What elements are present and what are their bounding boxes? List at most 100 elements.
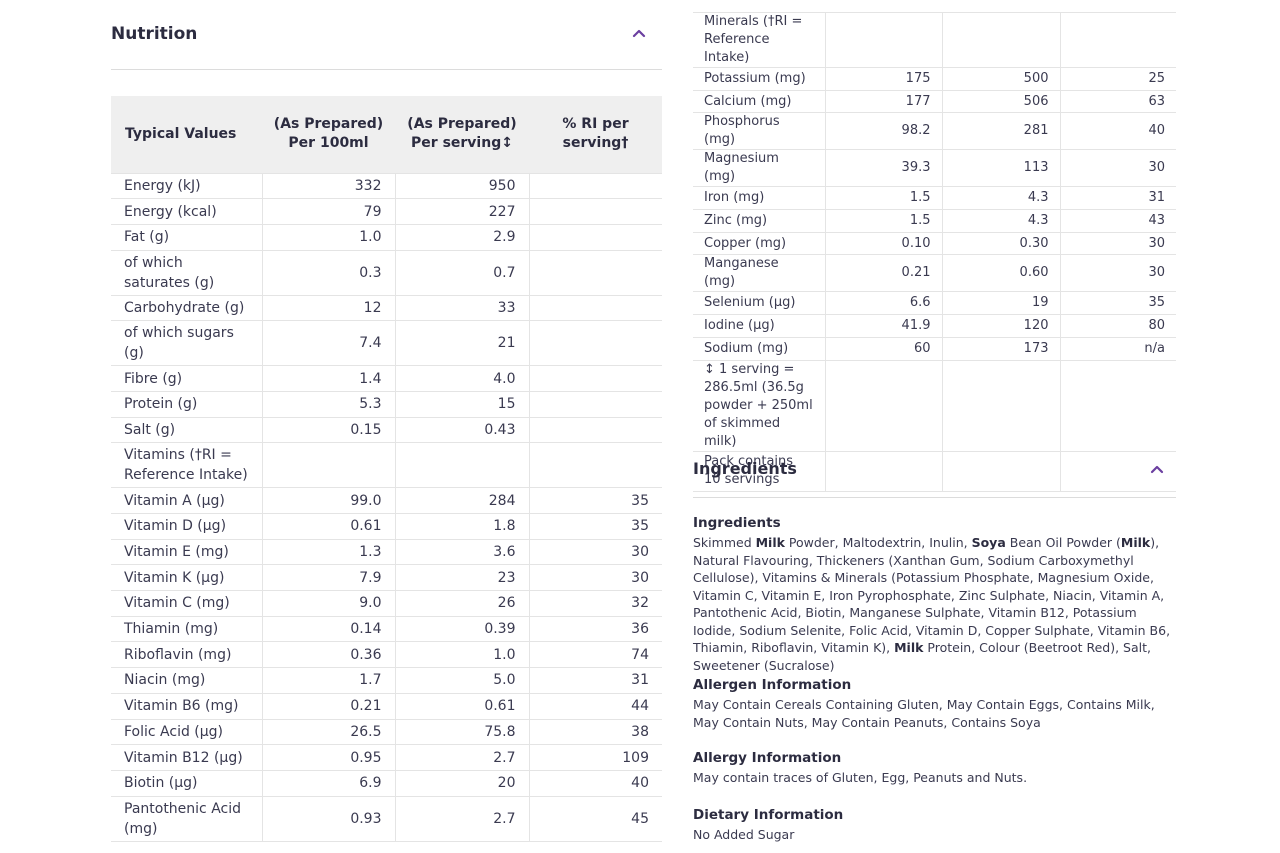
table-row: Fibre (g) 1.4 4.0 [111, 365, 662, 392]
ri-percent [528, 223, 662, 251]
value-per-100ml: 7.9 [261, 564, 396, 592]
table-row: Carbohydrate (g) 12 33 [111, 294, 662, 322]
ri-percent: 74 [528, 641, 662, 669]
ri-percent: 43 [1059, 209, 1176, 233]
value-per-100ml: 177 [824, 89, 943, 114]
ri-percent [528, 198, 662, 225]
table-row: Vitamin B12 (µg) 0.95 2.7 109 [111, 744, 662, 771]
value-per-serving: 75.8 [394, 718, 530, 746]
text-segment: No Added Sugar [693, 827, 795, 842]
value-per-100ml [824, 12, 943, 68]
nutrient-name: Riboflavin (mg) [111, 641, 263, 669]
table-row: Fat (g) 1.0 2.9 [111, 223, 662, 251]
nutrition-table: Typical Values (As Prepared) Per 100ml (A… [111, 96, 662, 842]
ri-percent: 80 [1059, 314, 1176, 338]
chevron-up-icon[interactable] [1148, 460, 1166, 478]
nutrient-name: Magnesium (mg) [693, 149, 826, 188]
column-header-per-100ml: (As Prepared) Per 100ml [262, 96, 395, 173]
value-per-serving: 5.0 [394, 667, 530, 694]
table-row: Zinc (mg) 1.5 4.3 43 [693, 209, 1176, 233]
value-per-100ml: 175 [824, 67, 943, 91]
chevron-up-icon[interactable] [630, 24, 648, 42]
ri-percent: 35 [528, 513, 662, 540]
value-per-serving: 2.7 [394, 795, 530, 842]
table-row: Copper (mg) 0.10 0.30 30 [693, 231, 1176, 256]
value-per-serving [941, 450, 1061, 492]
value-per-serving: 2.9 [394, 223, 530, 251]
table-row: Biotin (µg) 6.9 20 40 [111, 769, 662, 797]
value-per-serving: 950 [394, 172, 530, 200]
value-per-100ml: 1.5 [824, 209, 943, 233]
value-per-serving: 23 [394, 564, 530, 592]
value-per-100ml: 0.10 [824, 231, 943, 256]
table-row: Phosphorus (mg) 98.2 281 40 [693, 112, 1176, 151]
ingredients-header[interactable]: Ingredients [693, 438, 1176, 498]
table-row: Energy (kcal) 79 227 [111, 198, 662, 225]
table-row: Pantothenic Acid (mg) 0.93 2.7 45 [111, 795, 662, 842]
ri-percent: 109 [528, 744, 662, 771]
nutrient-name: Iron (mg) [693, 186, 826, 211]
value-per-100ml: 0.61 [261, 513, 396, 540]
allergen-highlight: Soya [971, 535, 1006, 550]
value-per-100ml: 26.5 [261, 718, 396, 746]
nutrient-name: of which saturates (g) [111, 249, 263, 296]
value-per-serving: 0.61 [394, 692, 530, 720]
nutrient-name: Vitamin B6 (mg) [111, 692, 263, 720]
value-per-100ml: 5.3 [261, 390, 396, 418]
value-per-serving [394, 442, 530, 489]
ingredients-section-title: Ingredients [693, 459, 797, 478]
ri-percent: n/a [1059, 336, 1176, 361]
value-per-serving: 0.39 [394, 615, 530, 643]
ri-percent [528, 390, 662, 418]
ri-percent: 30 [1059, 149, 1176, 188]
value-per-serving: 281 [941, 112, 1061, 151]
value-per-100ml [261, 442, 396, 489]
dietary-info-block: Dietary Information No Added Sugar [693, 806, 1176, 844]
value-per-serving: 500 [941, 67, 1061, 91]
value-per-serving: 0.7 [394, 249, 530, 296]
nutrient-name: Energy (kJ) [111, 172, 263, 200]
table-row: Protein (g) 5.3 15 [111, 390, 662, 418]
value-per-100ml: 41.9 [824, 314, 943, 338]
value-per-serving: 173 [941, 336, 1061, 361]
table-row: Potassium (mg) 175 500 25 [693, 67, 1176, 91]
nutrition-header[interactable]: Nutrition [111, 0, 662, 70]
nutrient-name: Protein (g) [111, 390, 263, 418]
table-row: Vitamin A (µg) 99.0 284 35 [111, 487, 662, 514]
nutrient-name: Energy (kcal) [111, 198, 263, 225]
ri-percent: 36 [528, 615, 662, 643]
table-row: Iron (mg) 1.5 4.3 31 [693, 186, 1176, 211]
ri-percent: 35 [528, 487, 662, 514]
allergen-info-block: Allergen Information May Contain Cereals… [693, 676, 1176, 731]
value-per-serving: 120 [941, 314, 1061, 338]
text-segment: May Contain Cereals Containing Gluten, M… [693, 697, 1155, 730]
value-per-serving [941, 12, 1061, 68]
ri-percent: 63 [1059, 89, 1176, 114]
ri-percent [528, 416, 662, 444]
nutrient-name: Vitamin B12 (µg) [111, 744, 263, 771]
ri-percent: 30 [1059, 254, 1176, 293]
value-per-serving: 0.43 [394, 416, 530, 444]
nutrient-name: ↕ 1 serving = 286.5ml (36.5g powder + 25… [693, 359, 826, 452]
nutrition-table-header-row: Typical Values (As Prepared) Per 100ml (A… [111, 96, 662, 173]
table-row: Thiamin (mg) 0.14 0.39 36 [111, 615, 662, 643]
allergen-highlight: Milk [1120, 535, 1151, 550]
column-header-line: (As Prepared) [273, 116, 384, 133]
table-row: Vitamin D (µg) 0.61 1.8 35 [111, 513, 662, 540]
nutrient-name: Folic Acid (µg) [111, 718, 263, 746]
text-segment: Protein, Colour (Beetroot Red), Salt, Sw… [693, 640, 1151, 673]
nutrient-name: Vitamin K (µg) [111, 564, 263, 592]
value-per-100ml: 60 [824, 336, 943, 361]
table-row: Selenium (µg) 6.6 19 35 [693, 291, 1176, 316]
value-per-100ml: 7.4 [261, 320, 396, 367]
nutrient-name: Salt (g) [111, 416, 263, 444]
value-per-100ml: 99.0 [261, 487, 396, 514]
value-per-serving: 4.3 [941, 186, 1061, 211]
value-per-100ml: 98.2 [824, 112, 943, 151]
table-row: Niacin (mg) 1.7 5.0 31 [111, 667, 662, 694]
value-per-100ml: 6.6 [824, 291, 943, 316]
allergy-info-text: May contain traces of Gluten, Egg, Peanu… [693, 769, 1176, 787]
dietary-info-title: Dietary Information [693, 807, 844, 823]
table-row: Pack contains 10 servings [693, 450, 1176, 492]
nutrient-name: Phosphorus (mg) [693, 112, 826, 151]
